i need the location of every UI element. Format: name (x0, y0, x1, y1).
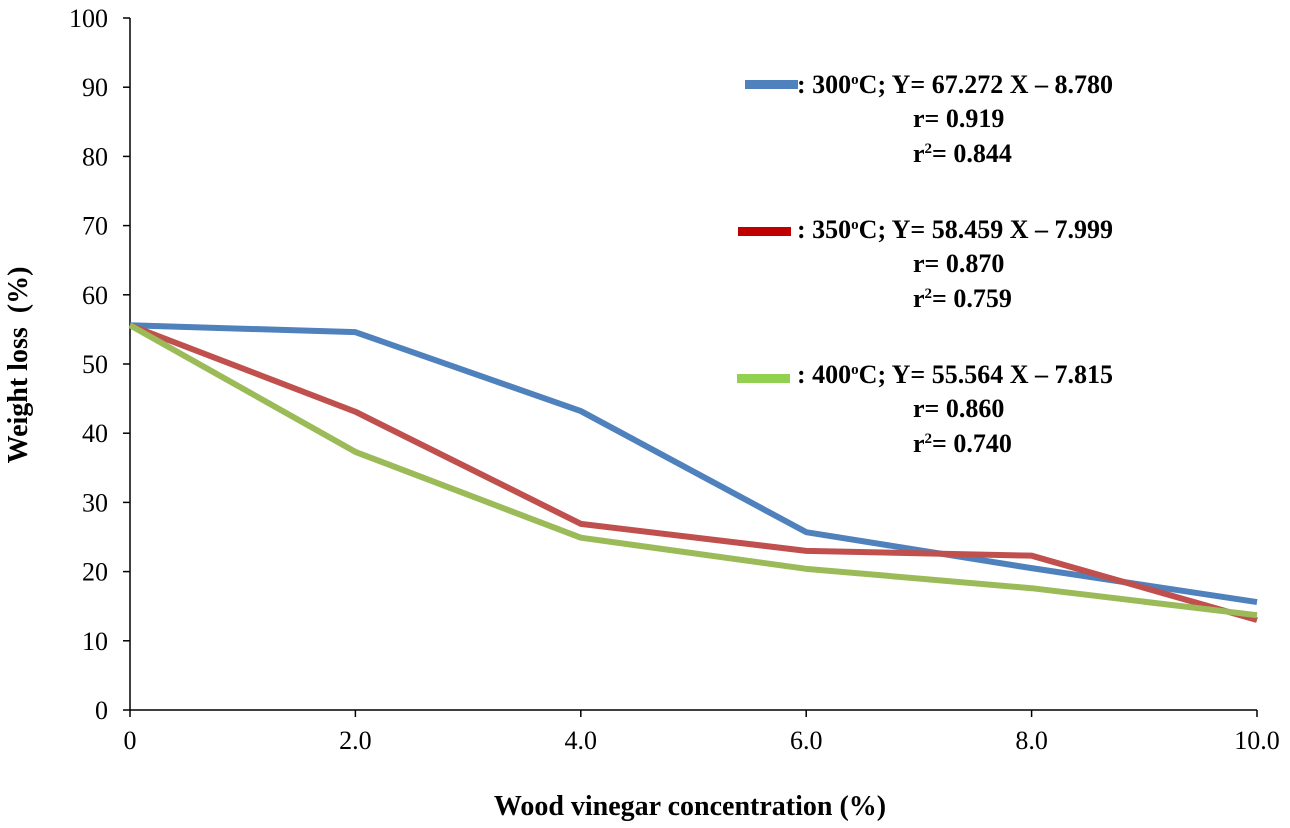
x-tick-label: 2.0 (339, 726, 372, 755)
legend-r-400: r= 0.860 (913, 394, 1004, 423)
legend-swatch-300 (745, 80, 798, 89)
legend-equation-400: : 400oC; Y= 55.564 X – 7.815 (797, 360, 1113, 389)
legend-equation-300: : 300oC; Y= 67.272 X – 8.780 (797, 70, 1113, 99)
y-tick-label: 20 (82, 558, 108, 587)
y-tick-label: 10 (82, 627, 108, 656)
y-tick-label: 100 (69, 4, 108, 33)
legend-r2-300: r2= 0.844 (913, 139, 1012, 168)
x-tick-label: 4.0 (565, 726, 598, 755)
legend-equation-350: : 350oC; Y= 58.459 X – 7.999 (797, 215, 1113, 244)
y-tick-label: 90 (82, 73, 108, 102)
axes: 0 10 20 30 40 50 60 70 80 90 100 0 2.0 4.0 6.0 8.0 10.0 (69, 4, 1280, 755)
series-line-300 (129, 322, 1258, 606)
y-tick-label: 0 (95, 696, 108, 725)
x-tick-label: 0 (124, 726, 137, 755)
y-tick-label: 30 (82, 488, 108, 517)
y-tick-label: 70 (82, 212, 108, 241)
legend-swatch-350 (738, 227, 791, 236)
legend-r-350: r= 0.870 (913, 249, 1004, 278)
legend: : 300oC; Y= 67.272 X – 8.780 r= 0.919 r2= … (737, 70, 1113, 458)
x-tick-label: 8.0 (1015, 726, 1048, 755)
series-line-400 (128, 322, 1258, 619)
y-tick-label: 60 (82, 281, 108, 310)
x-axis-title: Wood vinegar concentration (%) (494, 791, 886, 822)
legend-r2-350: r2= 0.759 (913, 284, 1012, 313)
y-tick-label: 40 (82, 419, 108, 448)
x-tick-label: 6.0 (790, 726, 823, 755)
legend-r2-400: r2= 0.740 (913, 429, 1012, 458)
y-axis-title: Weight loss (%) (3, 267, 34, 464)
y-tick-label: 80 (82, 142, 108, 171)
y-tick-label: 50 (82, 350, 108, 379)
legend-swatch-400 (737, 374, 790, 383)
legend-r-300: r= 0.919 (913, 104, 1004, 133)
series-line-350 (128, 322, 1258, 623)
series-lines (128, 322, 1258, 623)
x-tick-label: 10.0 (1234, 726, 1280, 755)
